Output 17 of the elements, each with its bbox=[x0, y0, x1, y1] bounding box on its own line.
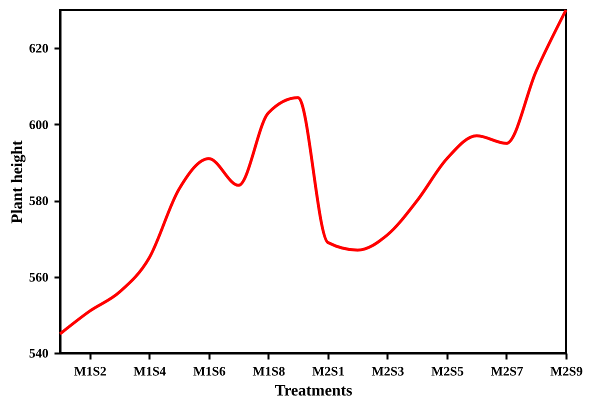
x-tick-label: M2S1 bbox=[312, 364, 345, 378]
y-axis-title: Plant height bbox=[9, 140, 26, 224]
x-tick-label: M1S8 bbox=[252, 364, 286, 378]
y-tick-label: 560 bbox=[29, 269, 48, 284]
y-tick-label: 600 bbox=[29, 116, 48, 132]
x-tick-label: M2S5 bbox=[431, 364, 464, 378]
y-tick-label: 540 bbox=[29, 346, 48, 360]
y-tick-label: 620 bbox=[29, 40, 48, 56]
x-tick-label: M2S9 bbox=[550, 364, 584, 378]
x-tick-label: M2S7 bbox=[490, 364, 524, 378]
x-axis-title: Treatments bbox=[274, 382, 352, 400]
x-tick-label: M1S4 bbox=[134, 364, 167, 378]
x-tick-label: M2S3 bbox=[372, 364, 405, 378]
x-tick-label: M1S6 bbox=[193, 364, 226, 378]
line-series bbox=[58, 8, 568, 336]
y-tick-label: 580 bbox=[29, 193, 48, 208]
x-tick-label: M1S2 bbox=[74, 364, 107, 378]
